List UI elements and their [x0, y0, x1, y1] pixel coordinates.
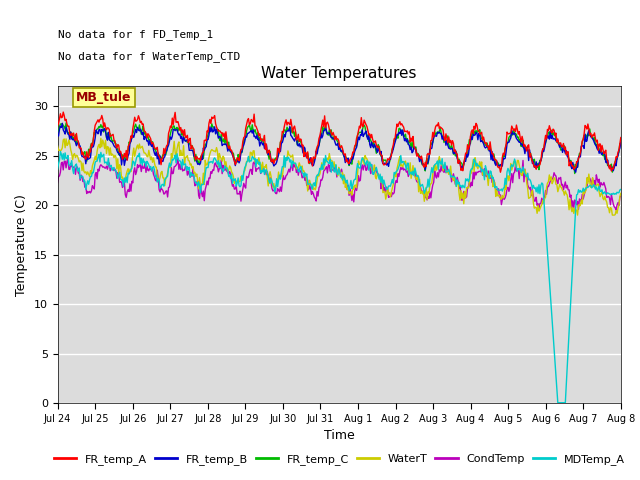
Legend: FR_temp_A, FR_temp_B, FR_temp_C, WaterT, CondTemp, MDTemp_A: FR_temp_A, FR_temp_B, FR_temp_C, WaterT,… [49, 450, 629, 470]
X-axis label: Time: Time [324, 429, 355, 442]
Text: MB_tule: MB_tule [76, 91, 132, 104]
Title: Water Temperatures: Water Temperatures [262, 66, 417, 81]
Text: No data for f WaterTemp_CTD: No data for f WaterTemp_CTD [58, 51, 240, 62]
Y-axis label: Temperature (C): Temperature (C) [15, 194, 28, 296]
Text: No data for f FD_Temp_1: No data for f FD_Temp_1 [58, 29, 213, 40]
